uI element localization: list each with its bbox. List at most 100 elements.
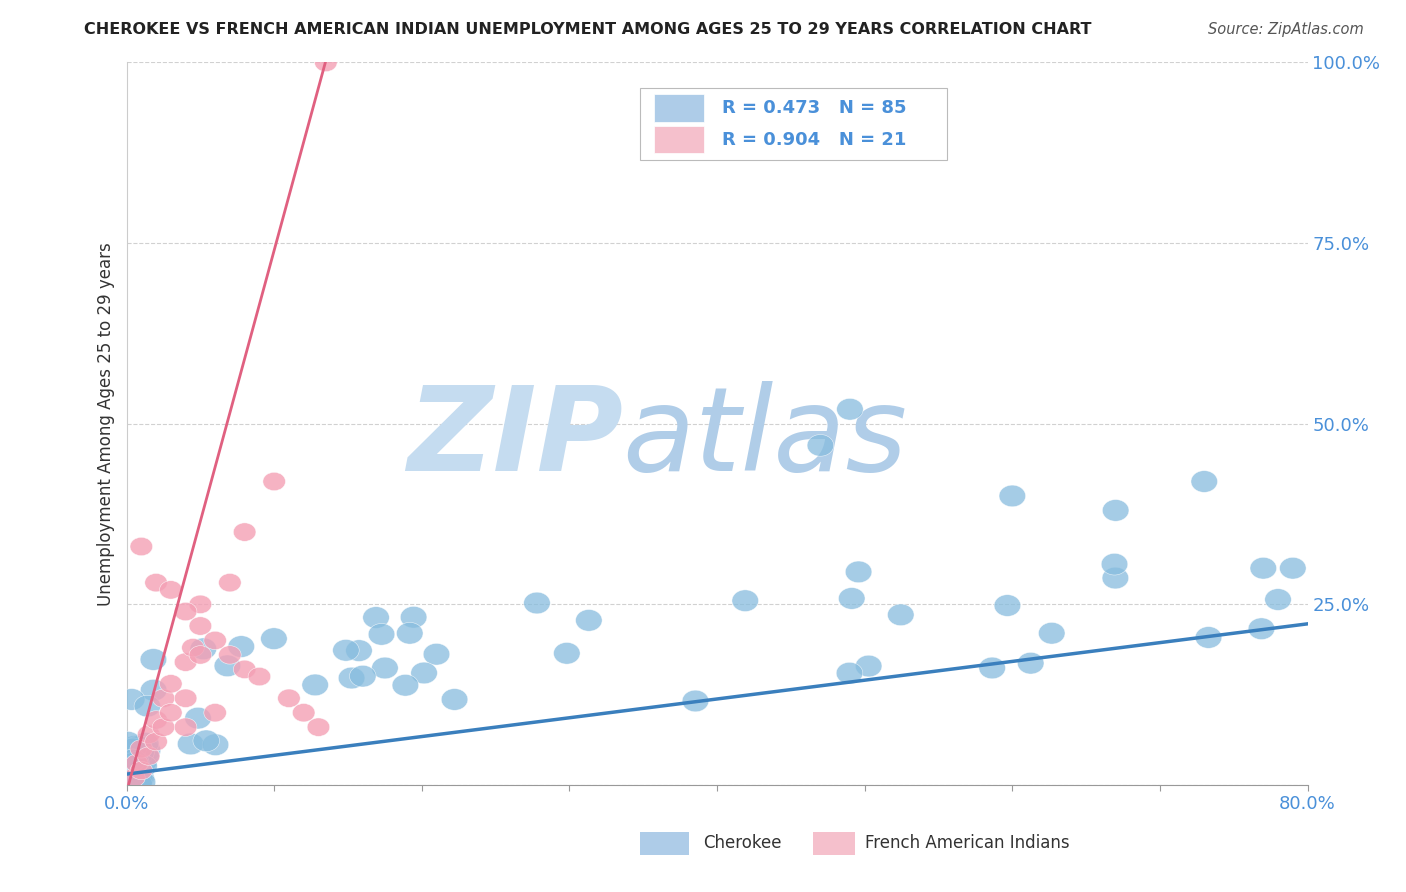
- Ellipse shape: [114, 755, 141, 777]
- Ellipse shape: [128, 742, 155, 764]
- Ellipse shape: [554, 642, 581, 665]
- Ellipse shape: [307, 718, 330, 737]
- Ellipse shape: [845, 561, 872, 582]
- FancyBboxPatch shape: [654, 126, 704, 153]
- Ellipse shape: [887, 604, 914, 625]
- Ellipse shape: [138, 747, 160, 765]
- Ellipse shape: [392, 674, 419, 696]
- Ellipse shape: [125, 772, 152, 795]
- Ellipse shape: [159, 674, 183, 693]
- Ellipse shape: [575, 609, 602, 632]
- FancyBboxPatch shape: [654, 95, 704, 121]
- Ellipse shape: [838, 588, 865, 609]
- Ellipse shape: [174, 602, 197, 621]
- Ellipse shape: [247, 667, 271, 686]
- Ellipse shape: [132, 732, 159, 754]
- Text: atlas: atlas: [623, 381, 908, 495]
- Ellipse shape: [129, 739, 153, 758]
- Ellipse shape: [134, 739, 160, 761]
- Ellipse shape: [396, 623, 423, 644]
- Ellipse shape: [138, 725, 160, 744]
- Ellipse shape: [177, 733, 204, 755]
- Ellipse shape: [121, 736, 148, 757]
- Y-axis label: Unemployment Among Ages 25 to 29 years: Unemployment Among Ages 25 to 29 years: [97, 242, 115, 606]
- Ellipse shape: [114, 743, 141, 764]
- Text: Cherokee: Cherokee: [703, 834, 782, 852]
- Ellipse shape: [122, 757, 149, 779]
- Ellipse shape: [193, 730, 219, 752]
- Ellipse shape: [131, 750, 157, 772]
- Ellipse shape: [117, 753, 143, 774]
- Ellipse shape: [122, 769, 145, 787]
- Ellipse shape: [159, 704, 183, 722]
- Text: Source: ZipAtlas.com: Source: ZipAtlas.com: [1208, 22, 1364, 37]
- Ellipse shape: [114, 772, 141, 793]
- Text: R = 0.904   N = 21: R = 0.904 N = 21: [721, 131, 905, 149]
- Ellipse shape: [129, 772, 156, 793]
- FancyBboxPatch shape: [640, 87, 948, 160]
- Ellipse shape: [174, 689, 197, 707]
- Ellipse shape: [339, 667, 366, 689]
- Ellipse shape: [174, 653, 197, 672]
- Ellipse shape: [1102, 500, 1129, 521]
- Ellipse shape: [837, 663, 863, 684]
- Ellipse shape: [979, 657, 1005, 679]
- Ellipse shape: [350, 665, 375, 687]
- Text: ZIP: ZIP: [406, 381, 623, 496]
- Ellipse shape: [127, 769, 153, 790]
- Ellipse shape: [129, 537, 153, 556]
- Ellipse shape: [218, 574, 242, 592]
- Ellipse shape: [1191, 471, 1218, 492]
- Ellipse shape: [1195, 626, 1222, 648]
- Ellipse shape: [141, 680, 167, 701]
- Ellipse shape: [994, 595, 1021, 616]
- Ellipse shape: [159, 581, 183, 599]
- Ellipse shape: [127, 768, 153, 790]
- Ellipse shape: [1000, 485, 1025, 507]
- Ellipse shape: [1039, 623, 1064, 644]
- Ellipse shape: [125, 736, 152, 757]
- Ellipse shape: [1102, 567, 1129, 589]
- Ellipse shape: [128, 767, 155, 789]
- Ellipse shape: [118, 749, 143, 772]
- Ellipse shape: [120, 738, 146, 759]
- Ellipse shape: [188, 646, 212, 665]
- Ellipse shape: [263, 472, 285, 491]
- Ellipse shape: [1265, 589, 1291, 610]
- Ellipse shape: [233, 660, 256, 679]
- Ellipse shape: [152, 718, 174, 737]
- Ellipse shape: [1249, 618, 1275, 640]
- Ellipse shape: [423, 643, 450, 665]
- Text: French American Indians: French American Indians: [865, 834, 1070, 852]
- Ellipse shape: [368, 624, 395, 645]
- Ellipse shape: [682, 690, 709, 712]
- Ellipse shape: [152, 689, 174, 707]
- Ellipse shape: [181, 639, 204, 657]
- Ellipse shape: [855, 656, 882, 677]
- Ellipse shape: [441, 689, 468, 710]
- Ellipse shape: [333, 640, 359, 661]
- Ellipse shape: [837, 399, 863, 420]
- Ellipse shape: [277, 689, 301, 707]
- Ellipse shape: [371, 657, 398, 679]
- Ellipse shape: [132, 746, 159, 767]
- Ellipse shape: [315, 54, 337, 71]
- Text: R = 0.473   N = 85: R = 0.473 N = 85: [721, 99, 907, 117]
- Ellipse shape: [411, 662, 437, 684]
- Ellipse shape: [125, 738, 152, 760]
- Ellipse shape: [184, 707, 211, 729]
- Ellipse shape: [260, 628, 287, 649]
- Ellipse shape: [115, 771, 142, 792]
- Ellipse shape: [188, 595, 212, 614]
- Ellipse shape: [233, 523, 256, 541]
- Ellipse shape: [228, 636, 254, 657]
- Ellipse shape: [122, 752, 149, 773]
- Ellipse shape: [202, 734, 229, 756]
- Ellipse shape: [218, 646, 242, 665]
- Ellipse shape: [128, 745, 153, 766]
- Ellipse shape: [114, 731, 141, 753]
- Ellipse shape: [733, 590, 758, 612]
- Ellipse shape: [129, 761, 153, 780]
- Ellipse shape: [124, 740, 150, 762]
- Ellipse shape: [363, 607, 389, 628]
